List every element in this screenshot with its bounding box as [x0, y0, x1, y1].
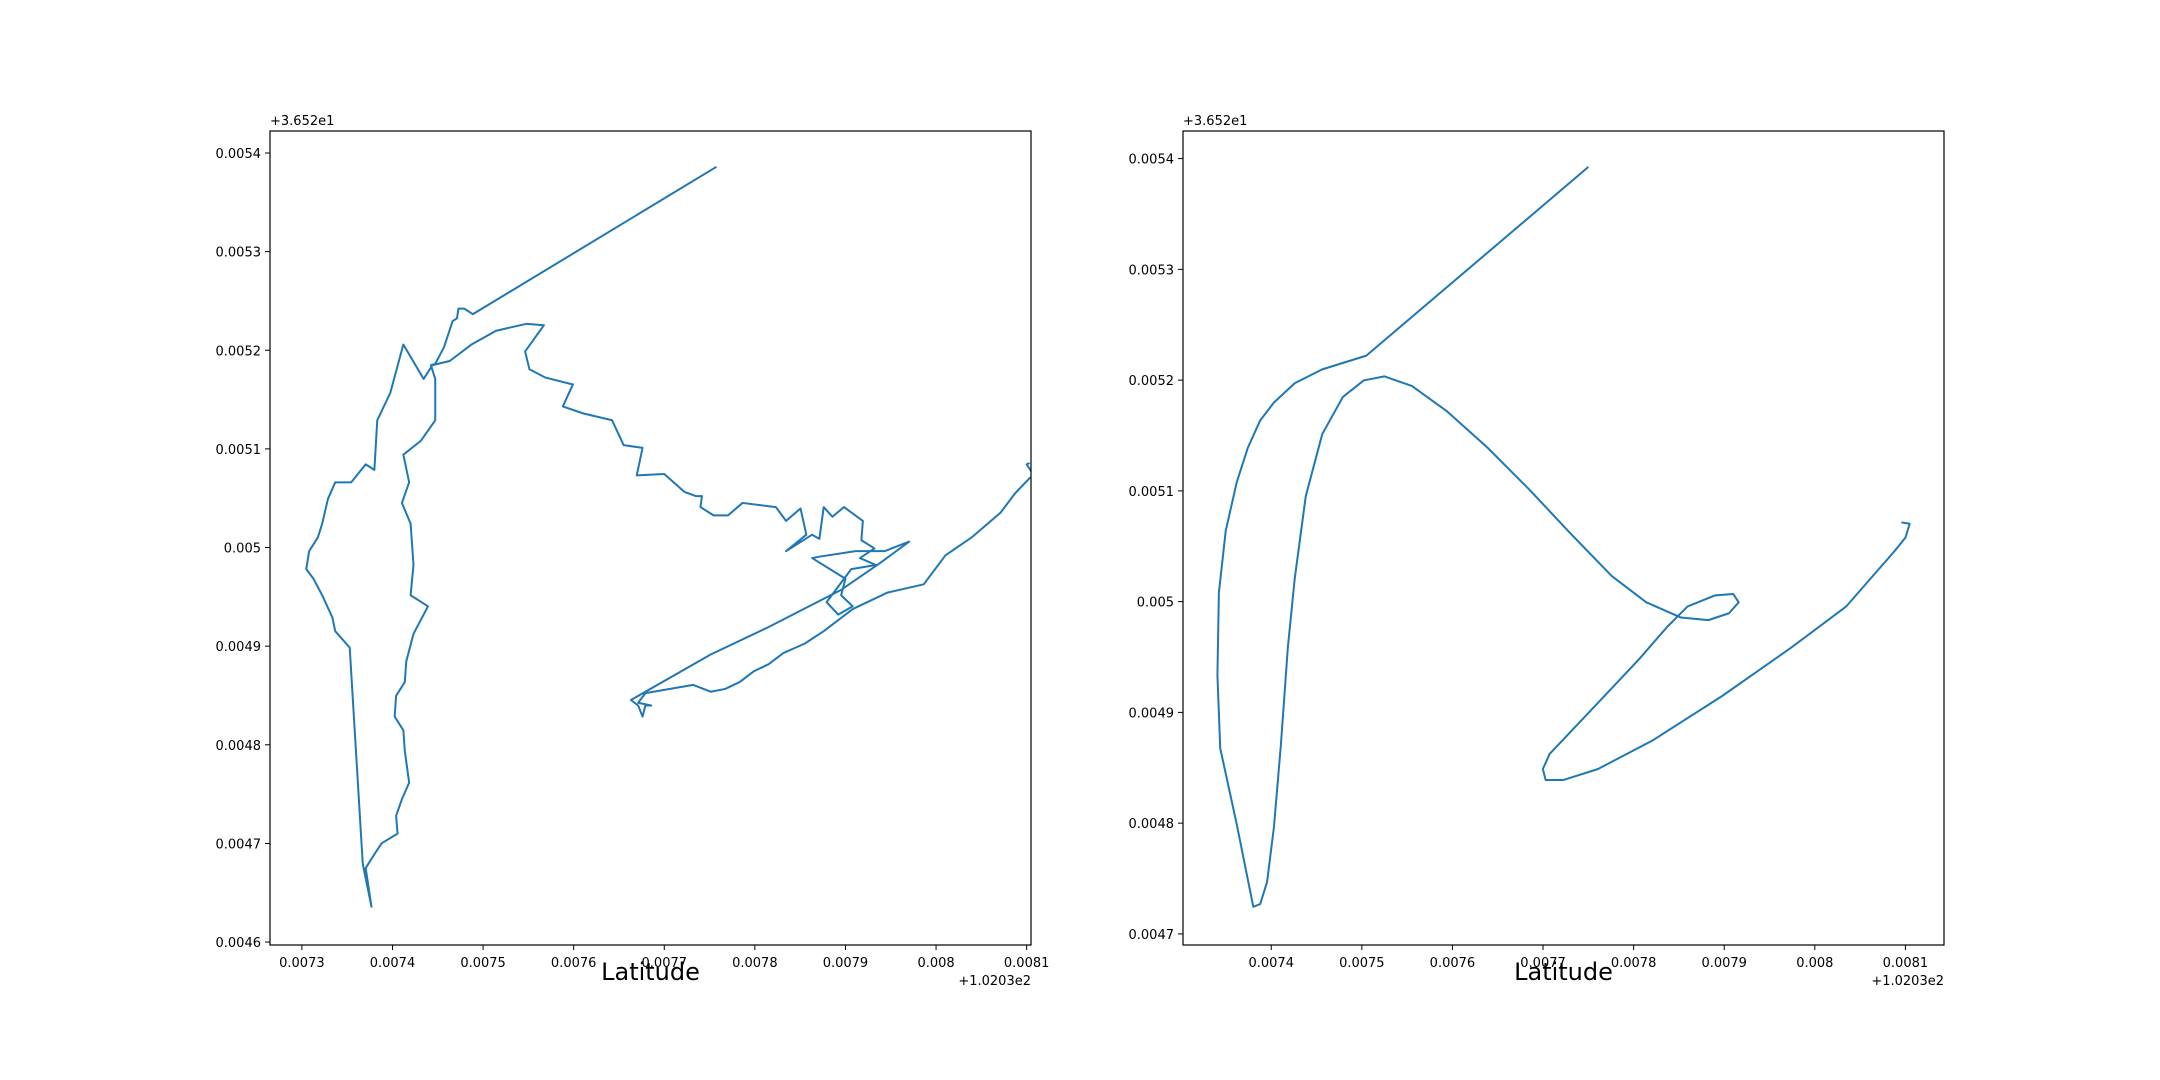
x-tick-label: 0.0076 [551, 956, 597, 971]
x-tick-label: 0.0074 [370, 956, 416, 971]
plot-area [305, 165, 1031, 908]
x-tick-label: 0.0073 [279, 956, 325, 971]
x-tick-label: 0.0081 [1883, 956, 1929, 971]
y-tick-label: 0.005 [224, 542, 261, 557]
y-offset-label: +3.652e1 [270, 114, 334, 129]
x-tick-label: 0.0077 [642, 956, 688, 971]
axes-frame [1182, 130, 1945, 946]
x-tick-label: 0.0078 [1611, 956, 1657, 971]
x-tick-label: 0.008 [1796, 956, 1833, 971]
x-tick-label: 0.008 [917, 956, 954, 971]
axes: 0.0074 0.0075 0.0076 0.0077 0.0078 0.0079 0.00… [1129, 114, 1945, 989]
x-axis-label: Latitude [601, 958, 700, 986]
y-tick-label: 0.0048 [1129, 817, 1175, 832]
x-tick-label: 0.0076 [1430, 956, 1476, 971]
y-tick-label: 0.005 [1137, 596, 1174, 611]
y-tick-label: 0.0047 [216, 837, 262, 852]
y-tick-label: 0.0052 [216, 344, 262, 359]
x-tick-label: 0.0075 [1339, 956, 1385, 971]
y-tick-label: 0.0053 [1129, 263, 1175, 278]
x-offset-label: +1.0203e2 [958, 974, 1031, 989]
x-tick-label: 0.0074 [1248, 956, 1294, 971]
x-tick-label: 0.0078 [732, 956, 778, 971]
y-tick-label: 0.0048 [216, 739, 262, 754]
x-offset-label: +1.0203e2 [1871, 974, 1944, 989]
y-tick-label: 0.0049 [1129, 706, 1175, 721]
x-axis-label: Latitude [1514, 958, 1613, 986]
data-line [1216, 166, 1911, 908]
x-tick-label: 0.0079 [823, 956, 869, 971]
x-tick-label: 0.0077 [1520, 956, 1566, 971]
y-tick-label: 0.0047 [1129, 928, 1175, 943]
y-tick-label: 0.0049 [216, 640, 262, 655]
data-line [305, 165, 1031, 908]
y-tick-label: 0.0052 [1129, 374, 1175, 389]
y-tick-label: 0.0051 [1129, 485, 1175, 500]
y-tick-label: 0.0046 [216, 936, 262, 951]
axes-frame [269, 130, 1032, 946]
x-tick-label: 0.0081 [1004, 956, 1050, 971]
axes: 0.0073 0.0074 0.0075 0.0076 0.0077 0.0078 0.00… [216, 114, 1050, 989]
x-tick-label: 0.0079 [1701, 956, 1747, 971]
y-tick-label: 0.0051 [216, 443, 262, 458]
x-tick-label: 0.0075 [460, 956, 506, 971]
y-tick-label: 0.0054 [1129, 153, 1175, 168]
y-offset-label: +3.652e1 [1183, 114, 1247, 129]
plot-area [1216, 166, 1911, 908]
y-tick-label: 0.0053 [216, 246, 262, 261]
y-tick-label: 0.0054 [216, 147, 262, 162]
